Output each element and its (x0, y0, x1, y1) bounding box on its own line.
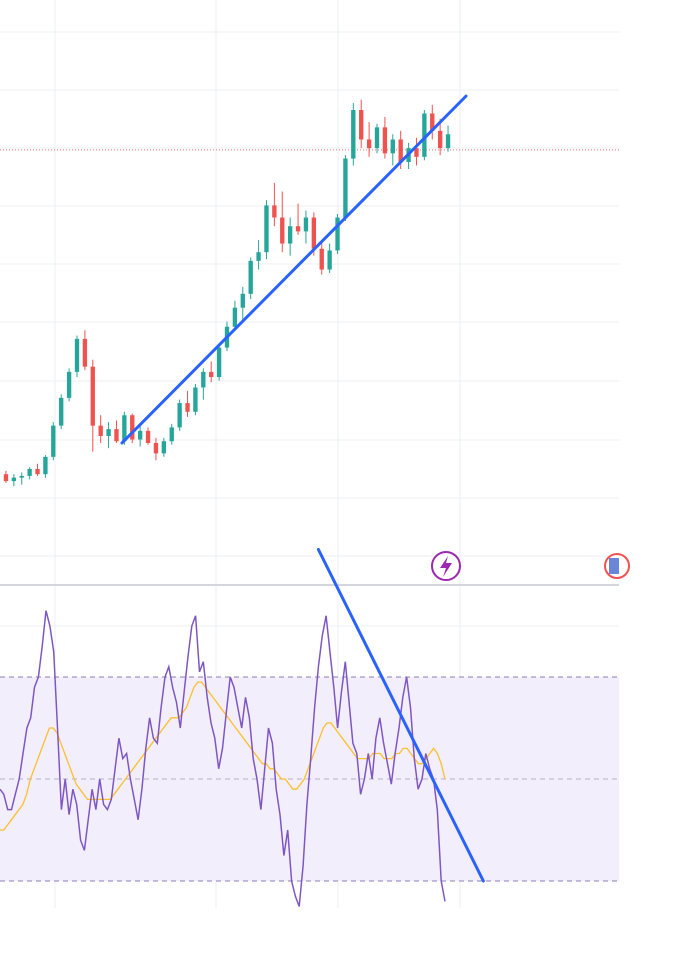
lightning-icon[interactable] (431, 551, 461, 581)
price-panel[interactable] (0, 94, 630, 581)
candle-body (295, 226, 301, 232)
candle-body (35, 468, 40, 475)
candle-body (398, 139, 403, 163)
candle-body (51, 425, 56, 457)
candle-body (430, 113, 435, 131)
candle-body (98, 425, 103, 437)
candle-body (185, 403, 190, 412)
candle-body (351, 110, 356, 159)
candle-body (201, 371, 206, 388)
candle-body (90, 366, 95, 426)
candle-body (193, 387, 198, 412)
candle-body (153, 442, 159, 454)
candle-body (319, 248, 324, 270)
candle-body (169, 427, 174, 442)
candle-body (445, 134, 451, 149)
candle-body (335, 217, 340, 251)
candle-body (114, 429, 119, 442)
candle-body (382, 127, 388, 154)
candle-body (82, 338, 88, 367)
candle-body (390, 139, 395, 154)
candle-body (240, 293, 245, 308)
candle-body (145, 430, 151, 443)
oscillator-trendline[interactable] (316, 548, 485, 883)
candle-body (280, 217, 285, 244)
candle-body (137, 430, 143, 440)
candle-body (264, 205, 269, 253)
candle-body (27, 468, 32, 476)
candle-body (209, 371, 214, 378)
candle-body (374, 127, 380, 149)
candle-body (59, 397, 64, 426)
candle-body (232, 307, 238, 327)
candle-body (43, 456, 48, 475)
candle-body (248, 260, 253, 294)
candle-body (287, 226, 293, 244)
candle-body (256, 252, 261, 261)
candle-body (122, 415, 127, 442)
candle-body (414, 148, 419, 157)
candle-body (359, 110, 364, 140)
signal-line (0, 681, 446, 831)
candle-body (366, 139, 372, 149)
candle-body (106, 429, 111, 437)
price-trendline[interactable] (120, 94, 468, 445)
candle-body (272, 205, 277, 218)
candle-body (303, 217, 309, 232)
candle-body (437, 130, 443, 149)
candle-body (216, 347, 222, 378)
candle-body (3, 474, 9, 482)
candle-body (422, 113, 427, 157)
candle-body (130, 415, 135, 440)
candles (3, 99, 451, 487)
candle-body (11, 477, 17, 482)
candle-body (161, 441, 167, 454)
candle-body (74, 338, 80, 372)
oscillator-line (0, 610, 446, 907)
calendar-flag-icon[interactable] (604, 553, 630, 579)
candle-body (66, 371, 72, 398)
candle-body (177, 403, 182, 428)
oscillator-panel[interactable] (0, 548, 619, 907)
candle-body (327, 250, 332, 270)
candle-body (311, 217, 317, 249)
candle-body (343, 158, 348, 218)
candle-body (19, 475, 24, 478)
